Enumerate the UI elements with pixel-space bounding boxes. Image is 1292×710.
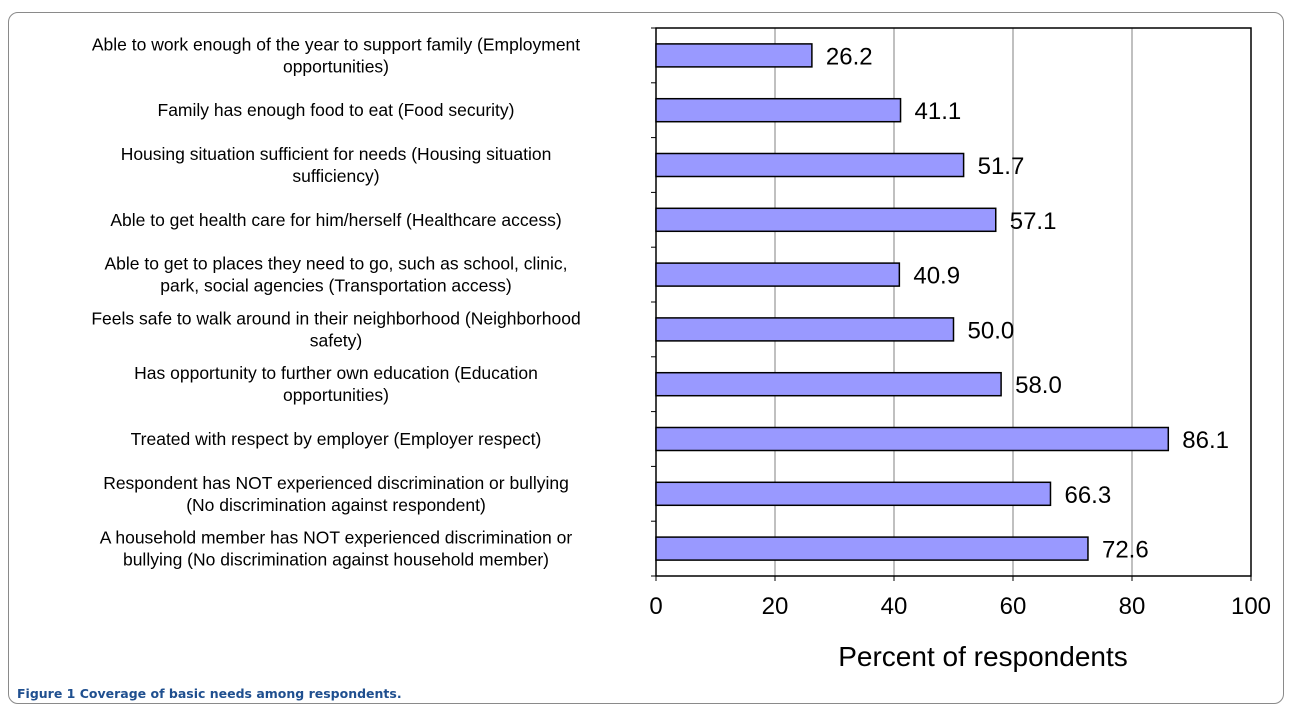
x-tick-label-3: 60	[1000, 593, 1027, 620]
value-label-2: 51.7	[978, 153, 1025, 180]
category-label-6: Has opportunity to further own education…	[134, 363, 538, 405]
value-label-6: 58.0	[1015, 372, 1062, 399]
category-label-0-line-1: opportunities)	[283, 56, 389, 76]
category-label-9: A household member has NOT experienced d…	[100, 528, 573, 570]
category-label-2-line-1: sufficiency)	[292, 166, 379, 186]
category-label-3-line-0: Able to get health care for him/herself …	[110, 210, 561, 230]
figure-frame	[8, 12, 1284, 704]
x-tick-label-0: 0	[649, 593, 662, 620]
bar-2	[655, 152, 965, 178]
value-label-4: 40.9	[913, 263, 960, 290]
figure-caption: Figure 1 Coverage of basic needs among r…	[17, 686, 402, 701]
value-label-7: 86.1	[1182, 427, 1229, 454]
category-label-2-line-0: Housing situation sufficient for needs (…	[121, 144, 552, 164]
category-label-8-line-0: Respondent has NOT experienced discrimin…	[103, 473, 569, 493]
value-label-5: 50.0	[968, 317, 1015, 344]
caption-text: Coverage of basic needs among respondent…	[79, 686, 402, 701]
category-label-3: Able to get health care for him/herself …	[110, 210, 561, 230]
category-label-5-line-1: safety)	[310, 330, 363, 350]
category-label-6-line-1: opportunities)	[283, 385, 389, 405]
category-label-5: Feels safe to walk around in their neigh…	[91, 308, 580, 350]
bar-4	[655, 262, 901, 287]
bar-1	[655, 97, 902, 123]
category-label-5-line-0: Feels safe to walk around in their neigh…	[91, 308, 580, 328]
bar-9	[655, 536, 1089, 561]
category-label-8: Respondent has NOT experienced discrimin…	[103, 473, 569, 515]
x-axis-label: Percent of respondents	[838, 641, 1128, 672]
category-label-9-line-0: A household member has NOT experienced d…	[100, 528, 573, 548]
category-label-1-line-0: Family has enough food to eat (Food secu…	[158, 100, 515, 120]
category-label-2: Housing situation sufficient for needs (…	[121, 144, 552, 186]
x-tick-label-2: 40	[881, 593, 908, 620]
category-label-7-line-0: Treated with respect by employer (Employ…	[131, 429, 542, 449]
category-label-1: Family has enough food to eat (Food secu…	[158, 100, 515, 120]
value-label-9: 72.6	[1102, 537, 1149, 564]
category-label-4: Able to get to places they need to go, s…	[104, 254, 567, 296]
category-label-8-line-1: (No discrimination against respondent)	[186, 495, 486, 515]
category-label-0-line-0: Able to work enough of the year to suppo…	[92, 34, 580, 54]
category-label-0: Able to work enough of the year to suppo…	[92, 34, 580, 76]
bar-7	[655, 426, 1170, 452]
category-label-6-line-0: Has opportunity to further own education…	[134, 363, 538, 383]
caption-label: Figure 1	[17, 686, 76, 701]
x-tick-label-1: 20	[762, 593, 789, 620]
value-label-0: 26.2	[826, 43, 873, 70]
value-label-8: 66.3	[1064, 482, 1111, 509]
category-label-9-line-1: bullying (No discrimination against hous…	[123, 550, 549, 570]
bar-0	[655, 43, 813, 68]
bar-8	[655, 481, 1052, 507]
bar-3	[655, 207, 997, 233]
category-label-4-line-1: park, social agencies (Transportation ac…	[160, 276, 511, 296]
x-tick-label-5: 100	[1231, 593, 1271, 620]
value-label-3: 57.1	[1010, 208, 1057, 235]
category-label-7: Treated with respect by employer (Employ…	[131, 429, 542, 449]
category-label-4-line-0: Able to get to places they need to go, s…	[104, 254, 567, 274]
x-tick-label-4: 80	[1119, 593, 1146, 620]
value-label-1: 41.1	[915, 98, 962, 125]
bar-5	[655, 317, 955, 342]
bar-6	[655, 371, 1002, 397]
